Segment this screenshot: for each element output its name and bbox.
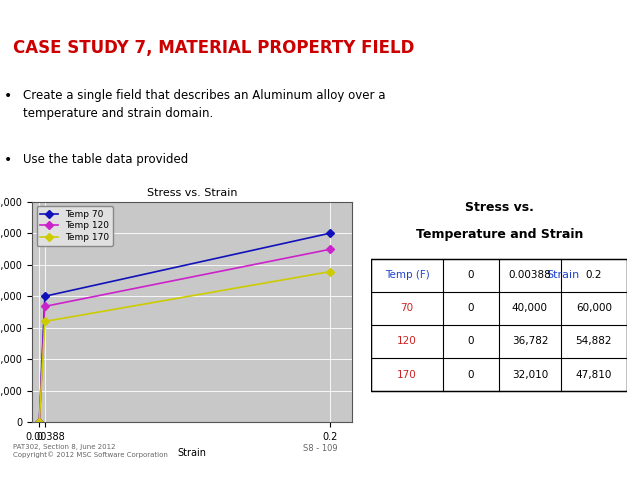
Text: Temp (F): Temp (F) — [385, 270, 429, 280]
Text: 54,882: 54,882 — [575, 336, 612, 347]
Text: 40,000: 40,000 — [512, 303, 548, 313]
Text: 120: 120 — [397, 336, 417, 347]
Text: Temperature and Strain: Temperature and Strain — [415, 228, 583, 240]
Title: Stress vs. Strain: Stress vs. Strain — [147, 188, 237, 198]
Text: 0.00388: 0.00388 — [509, 270, 551, 280]
FancyBboxPatch shape — [371, 259, 627, 391]
Text: 47,810: 47,810 — [576, 370, 612, 380]
Text: Create a single field that describes an Aluminum alloy over a
temperature and st: Create a single field that describes an … — [23, 89, 385, 120]
Text: 0.2: 0.2 — [586, 270, 602, 280]
Text: •: • — [4, 153, 12, 167]
Temp 120 — [326, 246, 334, 252]
Temp 70 — [41, 293, 49, 299]
Text: •: • — [4, 89, 12, 103]
Temp 170 — [41, 319, 49, 324]
Text: 60,000: 60,000 — [576, 303, 612, 313]
Text: S8 - 109: S8 - 109 — [303, 444, 337, 453]
Temp 170 — [35, 420, 43, 425]
Text: 0: 0 — [468, 336, 474, 347]
Temp 170 — [326, 269, 334, 275]
Text: CASE STUDY 7, MATERIAL PROPERTY FIELD: CASE STUDY 7, MATERIAL PROPERTY FIELD — [13, 39, 414, 58]
Temp 120 — [35, 420, 43, 425]
Temp 70 — [326, 230, 334, 236]
Text: 170: 170 — [397, 370, 417, 380]
Line: Temp 120: Temp 120 — [36, 247, 333, 425]
Text: 0: 0 — [468, 303, 474, 313]
Text: 32,010: 32,010 — [512, 370, 548, 380]
Line: Temp 70: Temp 70 — [36, 230, 333, 425]
Text: Strain: Strain — [547, 270, 580, 280]
Text: 70: 70 — [401, 303, 413, 313]
Temp 70 — [35, 420, 43, 425]
X-axis label: Strain: Strain — [177, 448, 207, 457]
Line: Temp 170: Temp 170 — [36, 269, 333, 425]
Text: PAT302, Section 8, June 2012
Copyright© 2012 MSC Software Corporation: PAT302, Section 8, June 2012 Copyright© … — [13, 444, 168, 458]
Text: Stress vs.: Stress vs. — [465, 201, 534, 214]
Text: Use the table data provided: Use the table data provided — [23, 153, 188, 166]
Temp 120 — [41, 303, 49, 309]
Text: 36,782: 36,782 — [511, 336, 548, 347]
Text: 0: 0 — [468, 370, 474, 380]
Text: 0: 0 — [468, 270, 474, 280]
Legend: Temp 70, Temp 120, Temp 170: Temp 70, Temp 120, Temp 170 — [36, 206, 113, 246]
